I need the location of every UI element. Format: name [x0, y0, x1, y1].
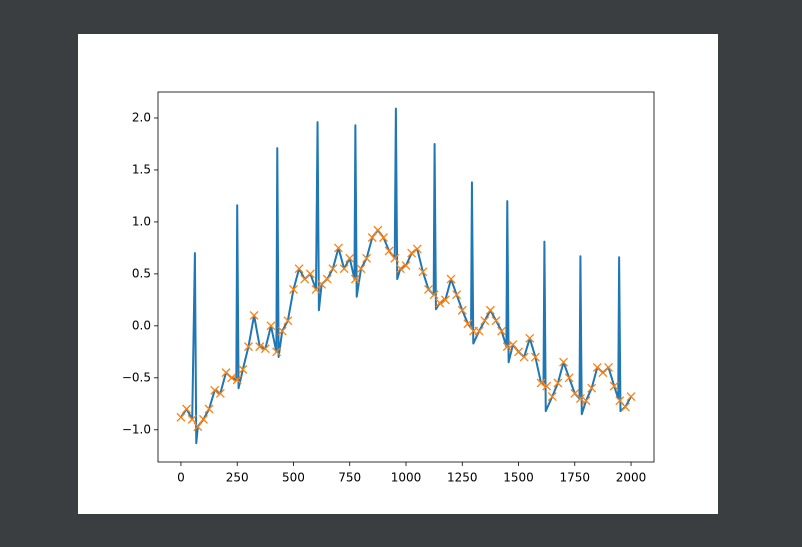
marker [446, 274, 456, 284]
marker [322, 274, 332, 284]
marker [289, 285, 298, 294]
marker [440, 295, 450, 305]
marker [305, 269, 315, 279]
marker [356, 264, 366, 274]
marker [249, 310, 259, 320]
marker [367, 233, 377, 242]
marker [525, 333, 535, 343]
x-tick-label: 750 [338, 471, 361, 485]
marker [362, 253, 372, 263]
y-tick-label: −1.0 [122, 422, 151, 436]
marker [519, 352, 529, 362]
marker [238, 365, 248, 374]
marker [182, 404, 192, 414]
marker [395, 264, 405, 274]
marker [491, 316, 501, 326]
x-tick-label: 0 [177, 471, 185, 485]
x-tick-label: 1500 [503, 471, 534, 485]
marker [457, 305, 467, 315]
marker [581, 396, 591, 406]
y-tick-label: 0.0 [132, 318, 151, 332]
marker [474, 326, 484, 336]
marker [272, 347, 282, 357]
x-tick-label: 500 [282, 471, 305, 485]
x-tick-label: 2000 [616, 471, 647, 485]
marker [412, 244, 422, 254]
marker [536, 378, 546, 388]
x-tick-label: 250 [226, 471, 249, 485]
marker [609, 381, 619, 391]
marker [328, 264, 338, 274]
y-tick-label: 0.5 [132, 266, 151, 280]
marker [564, 373, 574, 383]
marker [350, 274, 360, 284]
marker [277, 326, 287, 336]
marker [373, 225, 383, 235]
marker [283, 316, 293, 326]
marker [480, 316, 490, 326]
marker [384, 246, 394, 256]
marker [390, 253, 400, 263]
y-tick-label: 1.0 [132, 214, 151, 228]
marker [418, 267, 428, 277]
y-tick-label: −0.5 [122, 370, 151, 384]
y-tick-label: 2.0 [132, 110, 151, 124]
marker [260, 344, 270, 354]
y-tick-label: 1.5 [132, 162, 151, 176]
marker [266, 321, 276, 331]
marker [227, 373, 237, 383]
marker [542, 381, 552, 391]
marker [485, 305, 495, 315]
marker [553, 378, 563, 388]
x-tick-label: 1750 [560, 471, 591, 485]
marker [339, 264, 349, 274]
marker [345, 253, 355, 263]
x-tick-label: 1000 [391, 471, 422, 485]
marker [626, 392, 636, 401]
marker [232, 375, 242, 385]
marker [407, 248, 417, 258]
marker [575, 394, 585, 404]
marker [547, 392, 557, 401]
marker [502, 342, 512, 352]
marker [435, 298, 445, 308]
marker [587, 383, 597, 393]
marker [604, 362, 614, 372]
marker [530, 352, 540, 362]
marker [255, 342, 265, 352]
marker [334, 243, 343, 253]
marker [508, 340, 518, 350]
x-tick-label: 1250 [447, 471, 478, 485]
marker [620, 402, 630, 412]
marker [401, 261, 411, 271]
marker [176, 412, 186, 422]
marker [215, 388, 225, 398]
marker [187, 414, 197, 424]
marker [452, 290, 462, 300]
marker [204, 404, 214, 414]
marker [294, 264, 304, 274]
marker [193, 422, 203, 432]
marker [198, 414, 208, 424]
marker [379, 233, 388, 242]
marker [210, 385, 220, 395]
marker [497, 326, 507, 336]
marker [244, 342, 253, 352]
marker [429, 290, 439, 300]
plot-frame [157, 91, 655, 463]
marker [463, 319, 473, 329]
marker [559, 357, 568, 367]
